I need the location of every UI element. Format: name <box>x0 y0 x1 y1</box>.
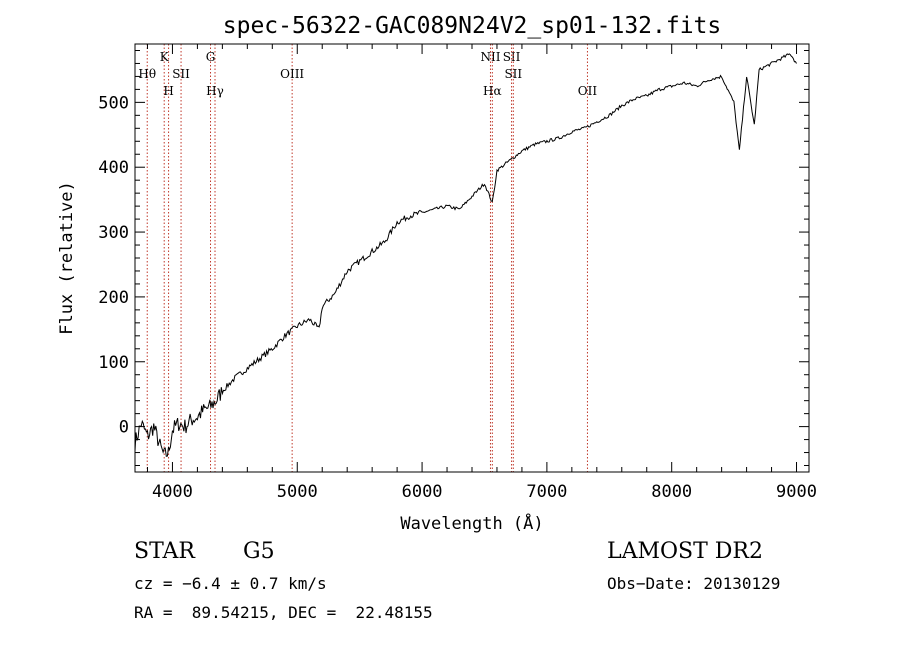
line-marker-label-3: SII <box>172 67 190 81</box>
redshift-value: cz = −6.4 ± 0.7 km/s <box>134 574 327 593</box>
y-tick-label-2: 200 <box>98 288 129 308</box>
y-tick-label-4: 400 <box>98 158 129 178</box>
x-tick-label-2: 6000 <box>402 482 443 502</box>
line-marker-label-4: G <box>206 50 216 64</box>
x-tick-label-4: 8000 <box>651 482 692 502</box>
y-axis-label: Flux (relative) <box>57 181 77 335</box>
x-tick-label-3: 7000 <box>526 482 567 502</box>
object-subclass: G5 <box>243 539 275 564</box>
line-marker-label-1: K <box>160 50 170 64</box>
plot-frame <box>134 43 810 473</box>
line-marker-label-8: Hα <box>483 84 502 98</box>
y-tick-label-0: 0 <box>119 418 129 438</box>
line-marker-label-0: Hθ <box>138 67 156 81</box>
survey-name: LAMOST DR2 <box>607 539 763 564</box>
x-axis-label: Wavelength (Å) <box>400 512 543 534</box>
spectrum-line <box>134 53 797 457</box>
line-marker-label-10: SII <box>504 67 522 81</box>
line-marker-label-7: NII <box>480 50 500 64</box>
line-marker-label-6: OIII <box>280 67 304 81</box>
y-axis: 0 100 200 300 400 500 <box>98 49 809 467</box>
y-tick-label-5: 500 <box>98 93 129 113</box>
line-marker-label-5: Hγ <box>206 84 224 98</box>
x-tick-label-5: 9000 <box>776 482 817 502</box>
obs-date: Obs−Date: 20130129 <box>607 574 781 593</box>
y-tick-label-1: 100 <box>98 353 129 373</box>
line-marker-label-11: OII <box>578 84 598 98</box>
y-tick-label-3: 300 <box>98 223 129 243</box>
object-class: STAR <box>134 539 195 564</box>
line-marker-label-2: H <box>163 84 173 98</box>
x-tick-label-0: 4000 <box>152 482 193 502</box>
x-tick-label-1: 5000 <box>277 482 318 502</box>
chart-title: spec-56322-GAC089N24V2_sp01-132.fits <box>223 13 722 39</box>
line-marker-label-9: SII <box>503 50 521 64</box>
x-axis: 4000 5000 6000 7000 8000 9000 <box>146 44 817 502</box>
coordinates: RA = 89.54215, DEC = 22.48155 <box>134 603 433 622</box>
